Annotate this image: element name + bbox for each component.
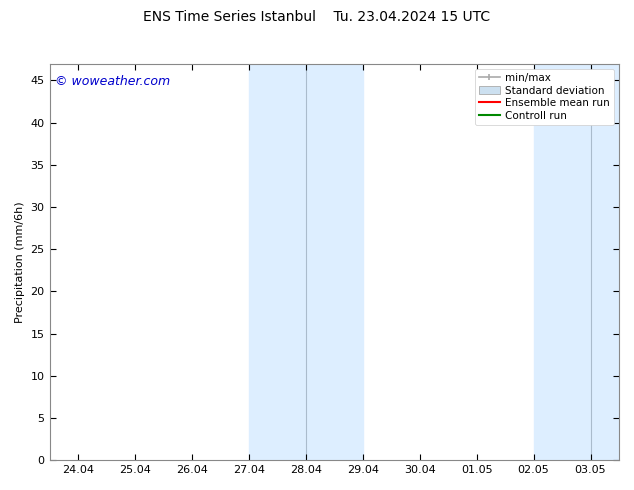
Y-axis label: Precipitation (mm/6h): Precipitation (mm/6h)	[15, 201, 25, 323]
Legend: min/max, Standard deviation, Ensemble mean run, Controll run: min/max, Standard deviation, Ensemble me…	[475, 69, 614, 125]
Text: ENS Time Series Istanbul    Tu. 23.04.2024 15 UTC: ENS Time Series Istanbul Tu. 23.04.2024 …	[143, 10, 491, 24]
Text: © woweather.com: © woweather.com	[55, 75, 171, 89]
Bar	[534, 64, 619, 460]
Bar	[249, 64, 363, 460]
